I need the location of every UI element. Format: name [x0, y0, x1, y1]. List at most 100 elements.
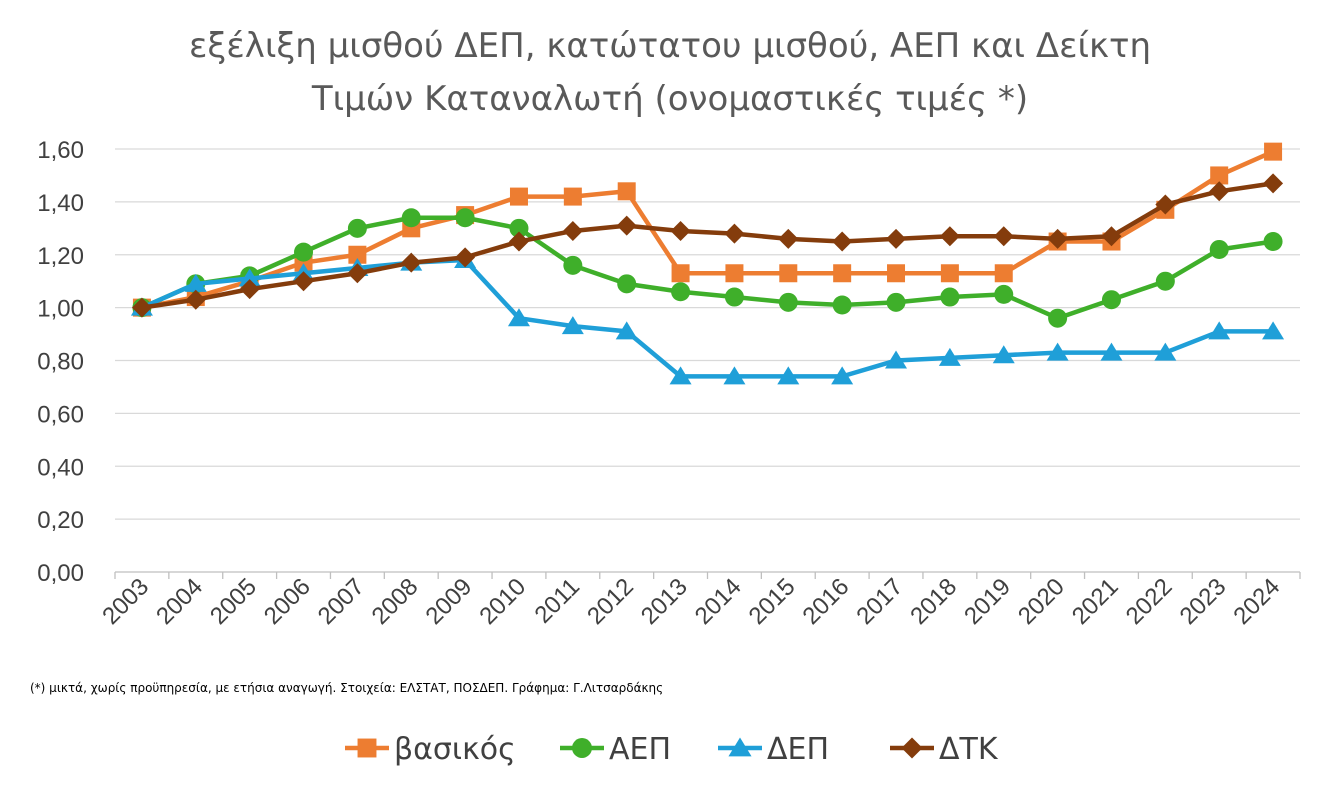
x-tick-label: 2006 [259, 573, 316, 630]
data-point-triangle [1154, 342, 1177, 361]
x-tick-label: 2023 [1175, 573, 1232, 630]
data-point-triangle [992, 345, 1015, 364]
series-line [141, 215, 1274, 321]
data-point-circle [886, 292, 906, 312]
data-point-circle [832, 295, 852, 315]
data-point-square [1210, 166, 1229, 185]
data-point-square [833, 264, 852, 283]
data-point-square [617, 182, 636, 201]
x-tick-label: 2003 [97, 573, 154, 630]
footnote: (*) μικτά, χωρίς προϋπηρεσία, με ετήσια … [30, 681, 663, 695]
y-axis: 0,00 0,20 0,40 0,60 0,80 1,00 1,20 1,40 1,60 [37, 137, 84, 587]
data-point-triangle [777, 366, 800, 385]
legend-label: ΔΤΚ [939, 732, 999, 767]
data-point-triangle [1208, 321, 1231, 340]
series-line [141, 149, 1274, 310]
data-point-diamond [993, 226, 1014, 247]
x-tick-label: 2021 [1067, 573, 1124, 630]
x-tick-label: 2019 [959, 573, 1016, 630]
data-point-circle [347, 218, 367, 238]
data-point-circle [671, 282, 691, 302]
y-tick-label: 0,20 [37, 507, 84, 534]
series-circle [132, 208, 1283, 328]
x-tick-label: 2014 [690, 573, 747, 630]
data-point-circle [509, 218, 529, 238]
data-point-diamond [293, 271, 314, 292]
data-point-triangle [615, 321, 638, 340]
x-tick-label: 2008 [367, 573, 424, 630]
data-point-circle [1048, 308, 1068, 328]
data-point-square [887, 264, 906, 283]
chart-title: εξέλιξη μισθού ΔΕΠ, κατώτατου μισθού, ΑΕ… [189, 26, 1151, 119]
data-point-diamond [562, 220, 583, 241]
chart-title-line-2: Τιμών Καταναλωτή (ονομαστικές τιμές *) [311, 79, 1028, 119]
data-point-circle [401, 208, 421, 228]
x-tick-label: 2018 [905, 573, 962, 630]
data-point-triangle [1262, 321, 1285, 340]
series-triangle [130, 250, 1285, 385]
data-point-diamond [455, 247, 476, 268]
data-point-square [671, 264, 690, 283]
data-point-triangle [938, 347, 961, 366]
data-point-triangle [669, 366, 692, 385]
data-point-diamond [1101, 226, 1122, 247]
x-axis: 2003200420052006200720082009201020112012… [97, 572, 1301, 630]
data-point-square [994, 264, 1013, 283]
data-point-triangle [238, 268, 261, 287]
data-point-circle [778, 292, 798, 312]
data-point-circle [1209, 239, 1229, 259]
data-point-circle [940, 287, 960, 307]
data-point-circle [1263, 232, 1283, 252]
data-point-square [940, 264, 959, 283]
data-point-diamond [347, 263, 368, 284]
data-point-diamond [724, 223, 745, 244]
data-point-square [779, 264, 798, 283]
chart-title-line-1: εξέλιξη μισθού ΔΕΠ, κατώτατου μισθού, ΑΕ… [189, 26, 1151, 66]
series-diamond [131, 173, 1284, 318]
x-tick-label: 2009 [421, 573, 478, 630]
data-point-triangle [723, 366, 746, 385]
data-point-diamond [1263, 173, 1284, 194]
y-tick-label: 0,00 [37, 560, 84, 587]
y-tick-label: 1,40 [37, 190, 84, 217]
data-point-circle [994, 284, 1014, 304]
data-point-diamond [401, 252, 422, 273]
legend-item: ΔΤΚ [890, 732, 999, 767]
data-point-diamond [886, 228, 907, 249]
data-point-triangle [1100, 342, 1123, 361]
series-area [130, 142, 1285, 385]
x-tick-label: 2022 [1121, 573, 1178, 630]
data-point-circle [563, 255, 583, 275]
x-tick-label: 2020 [1013, 573, 1070, 630]
y-tick-label: 1,00 [37, 296, 84, 323]
data-point-circle [724, 287, 744, 307]
data-point-triangle [885, 350, 908, 369]
data-point-triangle [728, 737, 752, 757]
data-point-square [509, 187, 528, 206]
legend-item: βασικός [345, 732, 516, 767]
y-tick-label: 1,60 [37, 137, 84, 164]
data-point-square [563, 187, 582, 206]
legend-item: ΔΕΠ [718, 732, 829, 767]
data-point-diamond [832, 231, 853, 252]
data-point-diamond [185, 289, 206, 310]
legend-label: ΑΕΠ [609, 732, 671, 767]
data-point-diamond [1155, 194, 1176, 215]
y-tick-label: 0,80 [37, 349, 84, 376]
x-tick-label: 2015 [744, 573, 801, 630]
data-point-circle [294, 242, 314, 262]
x-tick-label: 2013 [636, 573, 693, 630]
data-point-triangle [507, 308, 530, 327]
series-line [141, 257, 1274, 379]
x-tick-label: 2012 [582, 573, 639, 630]
x-tick-label: 2005 [205, 573, 262, 630]
y-tick-label: 0,40 [37, 454, 84, 481]
x-tick-label: 2011 [529, 573, 585, 629]
y-tick-label: 1,20 [37, 243, 84, 270]
data-point-square [1264, 142, 1283, 161]
y-tick-label: 0,60 [37, 401, 84, 428]
data-point-diamond [1047, 228, 1068, 249]
x-tick-label: 2010 [474, 573, 531, 630]
data-point-diamond [778, 228, 799, 249]
